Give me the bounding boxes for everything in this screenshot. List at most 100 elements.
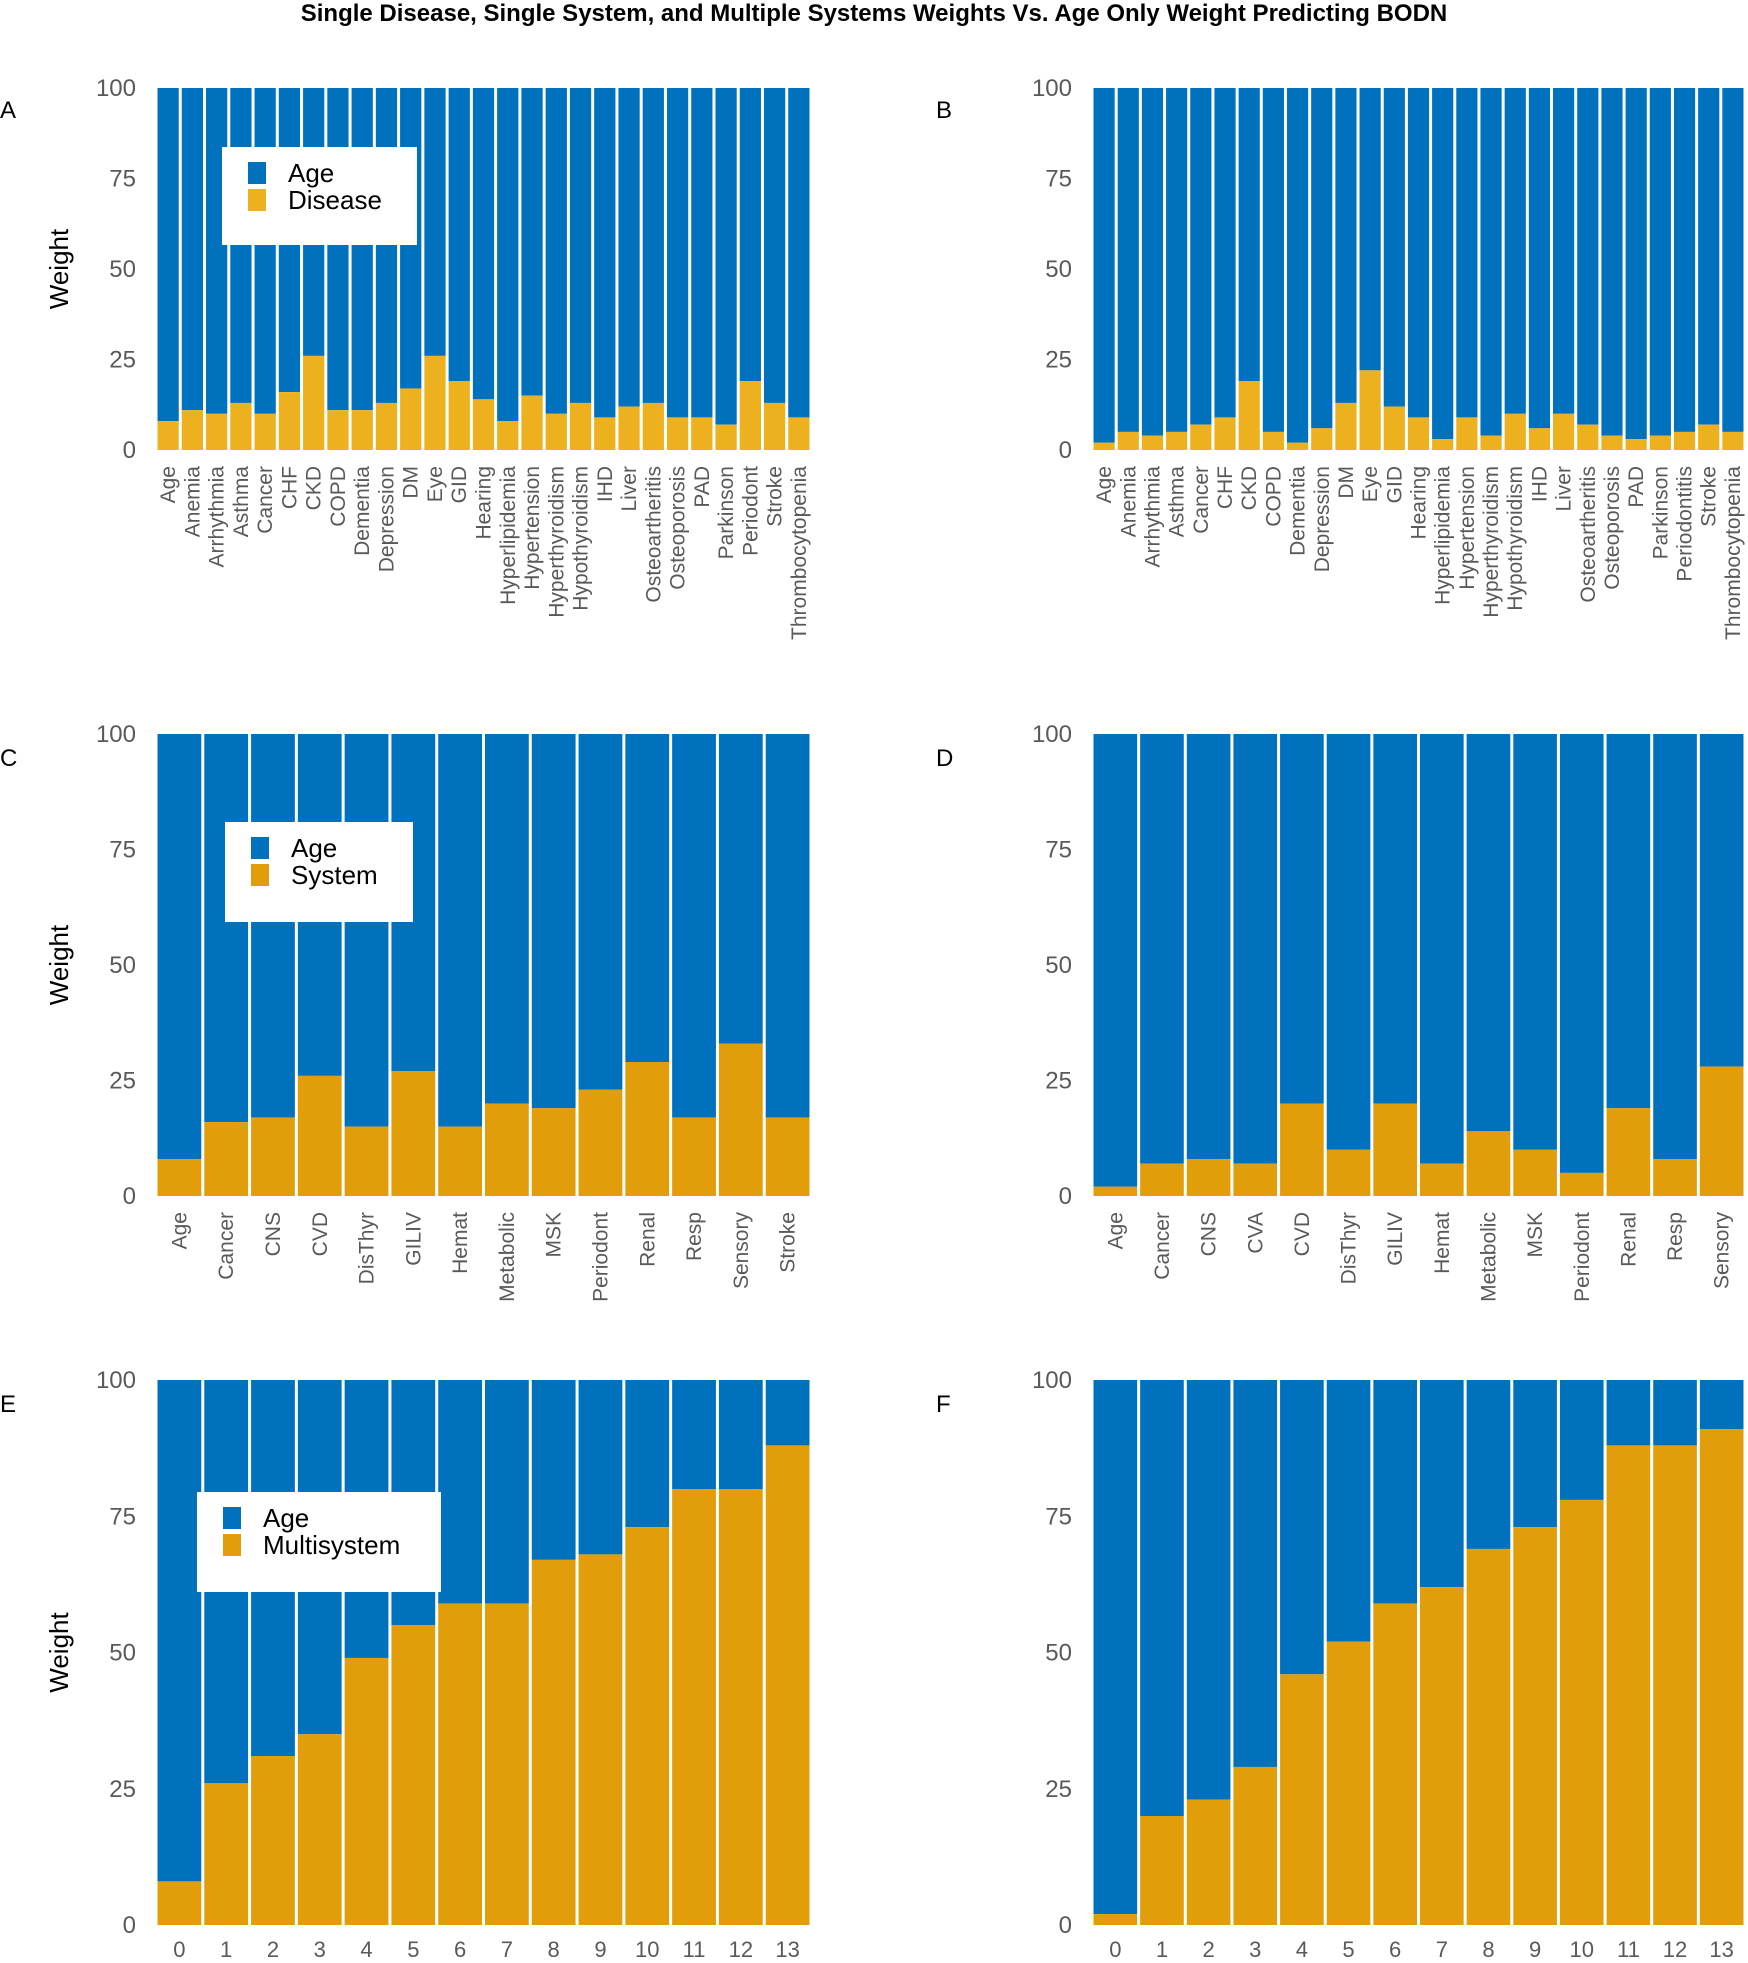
bar-disease-depression [375,402,398,450]
x-tick-label-periodontitis: Periodontitis [1674,466,1697,582]
y-tick-label-75: 75 [1045,166,1072,193]
bar-disease-gid [448,381,470,450]
bar-age-msk [531,734,576,1109]
y-tick-label-0: 0 [123,1912,136,1939]
x-tick-label-11: 11 [1617,1937,1640,1962]
x-tick-label-6: 6 [1389,1937,1401,1962]
bar-system-renal [1606,1108,1651,1196]
bar-system-sensory [718,1043,763,1196]
panel-c: C Age Cancer CNS CVD DisThyr GILIV Hemat Metabol… [0,721,810,1302]
bar-disease-chf [278,392,301,450]
bar-disease-hypertension [1456,417,1478,450]
bar-age-hyperthyroidism [545,88,567,414]
bar-age-4 [1280,1380,1324,1675]
bar-age-hemat [438,734,482,1127]
bar-age-eye [1359,88,1381,371]
bar-multisystem-11 [672,1489,716,1925]
bar-age-dementia [1286,88,1309,443]
bar-age-cns [1186,734,1231,1160]
bar-disease-age [157,421,179,450]
bar-age-sensory [718,734,763,1044]
x-tick-label-giliv: GILIV [402,1212,425,1266]
bar-age-6 [438,1380,482,1604]
panel-e: E0 1 2 3 4 5 6 7 8 9 10 11 12 130255075100WeightAgeMu… [0,1367,810,1962]
legend-swatch-system [251,864,269,886]
x-tick-label-sensory: Sensory [1711,1212,1734,1290]
bar-age-11 [672,1380,716,1489]
x-tick-label-5: 5 [407,1937,419,1962]
bar-multisystem-7 [485,1603,529,1925]
y-tick-label-25: 25 [109,1776,136,1803]
bar-age-pad [1625,88,1647,440]
bar-multisystem-4 [1280,1674,1324,1925]
bar-disease-ckd [1238,381,1260,450]
bar-age-stroke [763,88,786,403]
bar-age-metabolic [485,734,529,1104]
x-tick-label-resp: Resp [1664,1212,1687,1261]
y-tick-label-75: 75 [109,166,136,193]
bar-disease-hypothyroidism [1504,413,1526,450]
x-tick-label-stroke: Stroke [764,466,787,527]
y-tick-label-75: 75 [109,837,136,864]
x-tick-label-hemat: Hemat [1431,1212,1454,1274]
x-tick-label-0: 0 [173,1937,185,1962]
bar-age-cancer [204,734,249,1123]
x-tick-label-5: 5 [1342,1937,1354,1962]
bar-multisystem-1 [1140,1816,1184,1925]
x-tick-label-asthma: Asthma [1166,466,1189,538]
bar-age-12 [1653,1380,1697,1446]
bar-age-3 [1233,1380,1278,1767]
x-tick-label-hypothyroidism: Hypothyroidism [570,466,593,611]
x-tick-label-13: 13 [775,1937,799,1962]
bar-multisystem-8 [531,1559,576,1925]
x-tick-label-hearing: Hearing [473,466,496,540]
bar-disease-hypothyroidism [569,402,592,450]
x-tick-label-msk: MSK [543,1212,566,1258]
bar-age-hearing [1407,88,1430,418]
bar-disease-parkinson [1649,435,1671,450]
bar-disease-pad [691,417,713,450]
bar-disease-osteoartheritis [1577,424,1599,450]
x-tick-label-hyperlipidemia: Hyperlipidemia [497,466,520,605]
bar-age-osteoartheritis [642,88,664,403]
panel-b: B Age Anemia Arrhythmia Asthma Cancer CHF CKD CO… [936,75,1745,640]
bar-age-resp [1653,734,1697,1160]
x-tick-label-arrhythmia: Arrhythmia [1141,466,1164,568]
bar-disease-age [1093,442,1115,450]
bar-multisystem-10 [1559,1499,1604,1925]
bar-age-stroke [1698,88,1720,425]
x-tick-label-thrombocytopenia: Thrombocytopenia [1722,466,1745,640]
bar-system-stroke [765,1117,810,1196]
bar-multisystem-2 [1186,1799,1231,1925]
bar-age-gid [1383,88,1405,407]
x-tick-label-dementia: Dementia [1287,466,1310,556]
legend-swatch-age [248,162,266,184]
x-tick-label-0: 0 [1109,1937,1121,1962]
bar-system-cvd [297,1075,342,1196]
legend-label-disease: Disease [288,185,382,215]
bar-system-disthyr [1326,1149,1371,1196]
legend-label-age: Age [288,158,334,188]
bar-age-hemat [1420,734,1464,1164]
x-tick-label-chf: CHF [278,466,301,509]
bar-age-1 [1140,1380,1184,1816]
bar-age-depression [375,88,398,403]
y-tick-label-25: 25 [1045,1776,1072,1803]
bar-age-copd [327,88,349,411]
x-tick-label-cns: CNS [1198,1212,1221,1256]
x-tick-label-osteoartheritis: Osteoartheritis [1577,466,1600,603]
x-tick-label-1: 1 [1156,1937,1168,1962]
bar-age-eye [424,88,446,356]
x-tick-label-3: 3 [1249,1937,1261,1962]
panel-d: D Age Cancer CNS CVA CVD DisThyr GILIV Hemat Meta… [936,721,1744,1302]
bar-age-0 [1093,1380,1138,1915]
x-tick-label-parkinson: Parkinson [715,466,738,559]
y-tick-label-25: 25 [109,347,136,374]
bar-age-ihd [1528,88,1551,429]
y-axis-label: Weight [44,924,74,1005]
bar-disease-dementia [351,410,373,450]
x-tick-label-cvd: CVD [309,1212,332,1256]
bar-disease-dm [400,388,422,450]
